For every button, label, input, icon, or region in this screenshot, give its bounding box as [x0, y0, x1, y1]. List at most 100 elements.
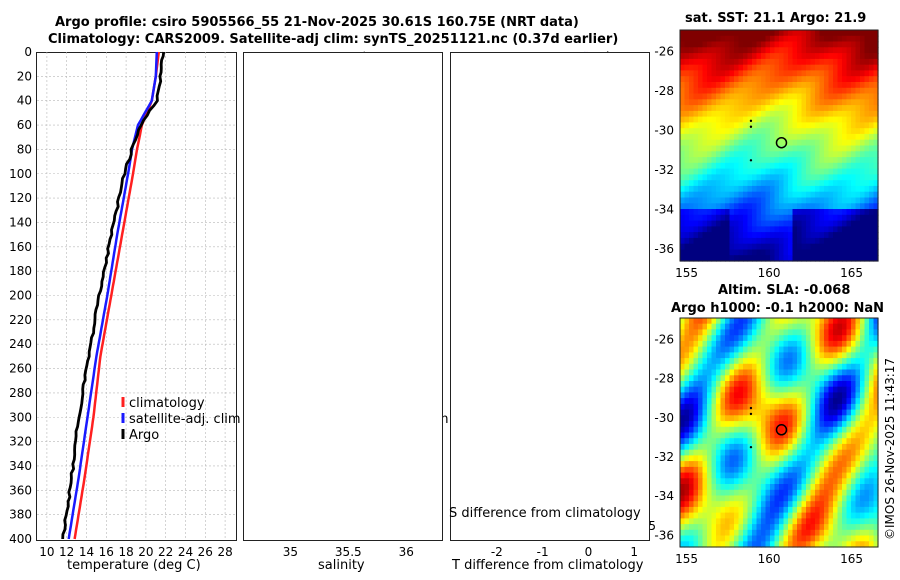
map-cell [819, 421, 825, 428]
map-cell [855, 237, 861, 245]
map-cell [788, 501, 794, 508]
map-cell [734, 369, 740, 376]
map-cell [743, 363, 749, 371]
map-cell [761, 82, 767, 89]
map-cell [765, 76, 771, 83]
map-cell [765, 518, 771, 525]
map-cell [842, 168, 848, 175]
map-cell [747, 53, 753, 60]
map-cell [842, 484, 848, 491]
map-cell [698, 70, 704, 77]
map-cell [752, 116, 758, 123]
map-cell [711, 443, 717, 451]
map-cell [828, 35, 834, 43]
map-cell [743, 421, 749, 428]
map-cell [783, 358, 789, 365]
sst-map-lon-tick: 155 [675, 266, 698, 280]
map-cell [707, 110, 713, 118]
map-cell [747, 87, 753, 95]
depth-tick-label: 0 [24, 45, 32, 59]
map-cell [783, 249, 789, 256]
map-cell [846, 443, 852, 451]
map-cell [806, 116, 812, 123]
map-cell [842, 346, 848, 353]
map-cell [869, 358, 875, 365]
map-cell [797, 237, 803, 245]
map-cell [873, 461, 879, 468]
map-cell [779, 506, 785, 514]
map-cell [756, 47, 762, 54]
map-cell [860, 76, 866, 83]
map-cell [797, 461, 803, 468]
map-cell [743, 64, 749, 72]
map-cell [855, 461, 861, 468]
map-cell [833, 76, 839, 83]
map-cell [756, 116, 762, 123]
map-cell [873, 392, 879, 399]
map-cell [680, 443, 686, 451]
map-cell [797, 180, 803, 187]
map-cell [828, 318, 834, 325]
map-cell [815, 151, 821, 158]
map-cell [851, 58, 857, 66]
map-cell [855, 64, 861, 72]
map-cell [828, 403, 834, 411]
map-cell [756, 438, 762, 445]
map-cell [747, 249, 753, 256]
map-cell [828, 535, 834, 542]
map-cell [711, 220, 717, 227]
map-cell [873, 249, 879, 256]
map-cell [743, 214, 749, 222]
map-cell [747, 116, 753, 123]
map-cell [680, 58, 686, 66]
map-cell [819, 524, 825, 531]
map-cell [833, 484, 839, 491]
map-cell [833, 128, 839, 135]
map-cell [698, 53, 704, 60]
map-cell [801, 472, 807, 479]
map-cell [846, 421, 852, 428]
map-cell [797, 168, 803, 175]
map-cell [725, 255, 731, 262]
map-cell [828, 162, 834, 170]
map-cell [810, 191, 816, 199]
map-cell [774, 105, 780, 112]
map-cell [783, 35, 789, 43]
map-cell [698, 122, 704, 129]
map-cell [743, 203, 749, 210]
map-cell [833, 58, 839, 66]
map-cell [738, 116, 744, 123]
map-cell [702, 232, 708, 239]
map-cell [783, 76, 789, 83]
map-cell [815, 30, 821, 37]
map-cell [860, 185, 866, 193]
map-cell [752, 47, 758, 54]
map-cell [756, 151, 762, 158]
map-cell [725, 105, 731, 112]
map-cell [855, 30, 861, 37]
map-cell [738, 335, 744, 342]
map-cell [869, 232, 875, 239]
map-cell [702, 352, 708, 359]
map-cell [702, 180, 708, 187]
map-cell [788, 541, 794, 548]
map-cell [765, 329, 771, 336]
map-cell [819, 128, 825, 135]
map-cell [711, 237, 717, 245]
map-cell [680, 197, 686, 204]
map-cell [792, 381, 798, 388]
map-cell [797, 409, 803, 416]
map-cell [806, 30, 812, 37]
map-cell [873, 116, 879, 123]
map-cell [765, 180, 771, 187]
map-cell [860, 58, 866, 66]
map-cell [837, 455, 843, 462]
map-cell [783, 484, 789, 491]
map-cell [738, 466, 744, 474]
map-cell [851, 180, 857, 187]
map-cell [788, 53, 794, 60]
map-cell [725, 369, 731, 376]
map-cell [743, 426, 749, 434]
map-cell [707, 381, 713, 388]
map-cell [842, 512, 848, 519]
